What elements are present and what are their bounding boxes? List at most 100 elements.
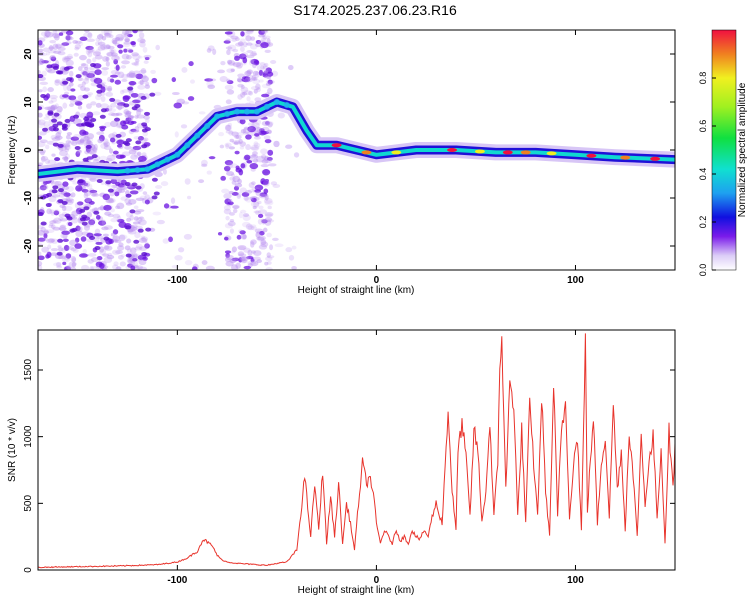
spectrogram-noise-blob — [171, 77, 177, 83]
spectrogram-noise-blob — [223, 204, 231, 211]
spectrogram-noise-blob — [65, 30, 74, 36]
spectrogram-noise-blob — [141, 237, 147, 242]
spectrogram-noise-blob — [140, 137, 147, 144]
spectrogram-noise-blob — [102, 56, 109, 62]
spectrogram-noise-blob — [132, 257, 138, 262]
spectrogram-noise-blob — [59, 218, 68, 222]
snr-xtick-label: -100 — [167, 575, 187, 586]
spectrogram-noise-blob — [84, 66, 89, 71]
spectrogram-noise-blob — [186, 195, 192, 200]
spectrogram-noise-blob — [145, 227, 152, 232]
spectrogram-noise-blob — [135, 209, 145, 213]
spectrogram-noise-blob — [135, 58, 140, 63]
spectrogram-noise-blob — [230, 173, 235, 177]
spectrogram-noise-blob — [58, 255, 67, 260]
spectrogram-noise-blob — [110, 217, 118, 223]
spectrogram-noise-blob — [38, 106, 43, 111]
spectrogram-noise-blob — [87, 32, 93, 39]
spectrogram-noise-blob — [133, 239, 140, 244]
spectrogram-noise-blob — [38, 237, 46, 242]
spectrogram-noise-blob — [110, 52, 118, 57]
spectrogram-noise-blob — [138, 69, 147, 74]
spectrogram-noise-blob — [117, 254, 124, 260]
spectrogram-noise-blob — [113, 58, 119, 65]
spectrogram-noise-blob — [62, 156, 69, 162]
spectrogram-noise-blob — [127, 229, 134, 233]
spectrogram-noise-blob — [54, 34, 60, 41]
spectrogram-noise-blob — [63, 57, 72, 61]
spectrogram-noise-blob — [82, 71, 88, 76]
spectrogram-noise-blob — [51, 180, 60, 187]
spectrogram-noise-blob — [66, 198, 74, 202]
spectrogram-noise-blob — [112, 235, 120, 242]
spectrogram-noise-blob — [58, 150, 68, 157]
spectrogram-noise-blob — [38, 70, 41, 75]
spectrogram-noise-blob — [79, 36, 88, 41]
spectrogram-noise-blob — [137, 136, 145, 141]
spectrogram-noise-blob — [110, 49, 115, 54]
spectrogram-noise-blob — [141, 252, 148, 257]
spectrogram-noise-blob — [53, 210, 60, 216]
spectrogram-noise-blob — [88, 219, 96, 226]
spectrogram-noise-blob — [206, 80, 214, 87]
spectrogram-noise-blob — [138, 32, 145, 39]
spectrogram-noise-blob — [127, 228, 137, 235]
spectrogram-noise-blob — [250, 226, 258, 231]
spectrogram-noise-blob — [49, 209, 55, 214]
spectrogram-noise-blob — [232, 208, 238, 214]
spectrogram-noise-blob — [254, 130, 261, 134]
spectrogram-noise-blob — [84, 77, 90, 81]
spectrogram-noise-blob — [227, 60, 236, 66]
spectrogram-noise-blob — [118, 49, 123, 54]
spectrogram-noise-blob — [258, 205, 264, 210]
spectrogram-noise-blob — [267, 205, 272, 210]
spectrogram-noise-blob — [140, 68, 147, 74]
spectrogram-noise-blob — [67, 221, 73, 227]
spectrogram-noise-blob — [56, 105, 63, 113]
spectrogram-noise-blob — [228, 190, 234, 195]
spectrogram-noise-blob — [242, 127, 251, 134]
spectrogram-noise-blob — [38, 74, 44, 79]
spectrogram-noise-blob — [99, 205, 105, 211]
spectrogram-noise-blob — [106, 254, 115, 260]
spectrogram-noise-blob — [237, 251, 245, 257]
spectrogram-noise-blob — [250, 239, 257, 245]
spectrogram-noise-blob — [184, 178, 191, 185]
spectrogram-noise-blob — [260, 148, 268, 155]
spectrogram-noise-blob — [83, 87, 90, 92]
spectrogram-noise-blob — [263, 135, 271, 140]
spectrogram-noise-blob — [246, 256, 254, 260]
colorbar-tick-label: 0.0 — [698, 264, 708, 277]
spectrogram-noise-blob — [156, 219, 165, 225]
spectrogram-noise-blob — [77, 66, 83, 72]
spectrogram-noise-blob — [63, 156, 69, 163]
spectrogram-noise-blob — [238, 229, 244, 233]
spectrogram-noise-blob — [242, 214, 251, 221]
spectrogram-noise-blob — [264, 213, 273, 218]
spectrogram-noise-blob — [110, 102, 117, 108]
spectrogram-noise-blob — [96, 255, 103, 261]
spectrogram-noise-blob — [262, 63, 267, 70]
spectrogram-noise-blob — [253, 141, 259, 148]
spectrogram-noise-blob — [261, 126, 270, 132]
spectrogram-noise-blob — [46, 251, 52, 258]
spectrogram-noise-blob — [246, 50, 254, 54]
spectrogram-noise-blob — [240, 209, 247, 214]
spectrogram-noise-blob — [77, 105, 83, 110]
spectrogram-noise-blob — [87, 149, 97, 155]
spectrogram-noise-blob — [92, 57, 97, 63]
spectrogram-noise-blob — [67, 266, 77, 270]
spectrogram-noise-blob — [54, 135, 63, 140]
spectrogram-noise-blob — [238, 246, 245, 251]
spectrogram-noise-blob — [126, 238, 132, 244]
spectrogram-noise-blob — [261, 219, 266, 225]
spectrogram-noise-blob — [256, 126, 262, 133]
spectrogram-noise-blob — [66, 265, 71, 270]
spectrogram-peak-blob — [391, 150, 402, 155]
spectrogram-noise-blob — [260, 163, 269, 168]
spectrogram-noise-blob — [263, 197, 273, 204]
spectrogram-noise-blob — [114, 117, 121, 122]
spectrogram-noise-blob — [43, 232, 48, 239]
spectrogram-noise-blob — [257, 237, 265, 242]
spectrogram-noise-blob — [63, 244, 70, 251]
